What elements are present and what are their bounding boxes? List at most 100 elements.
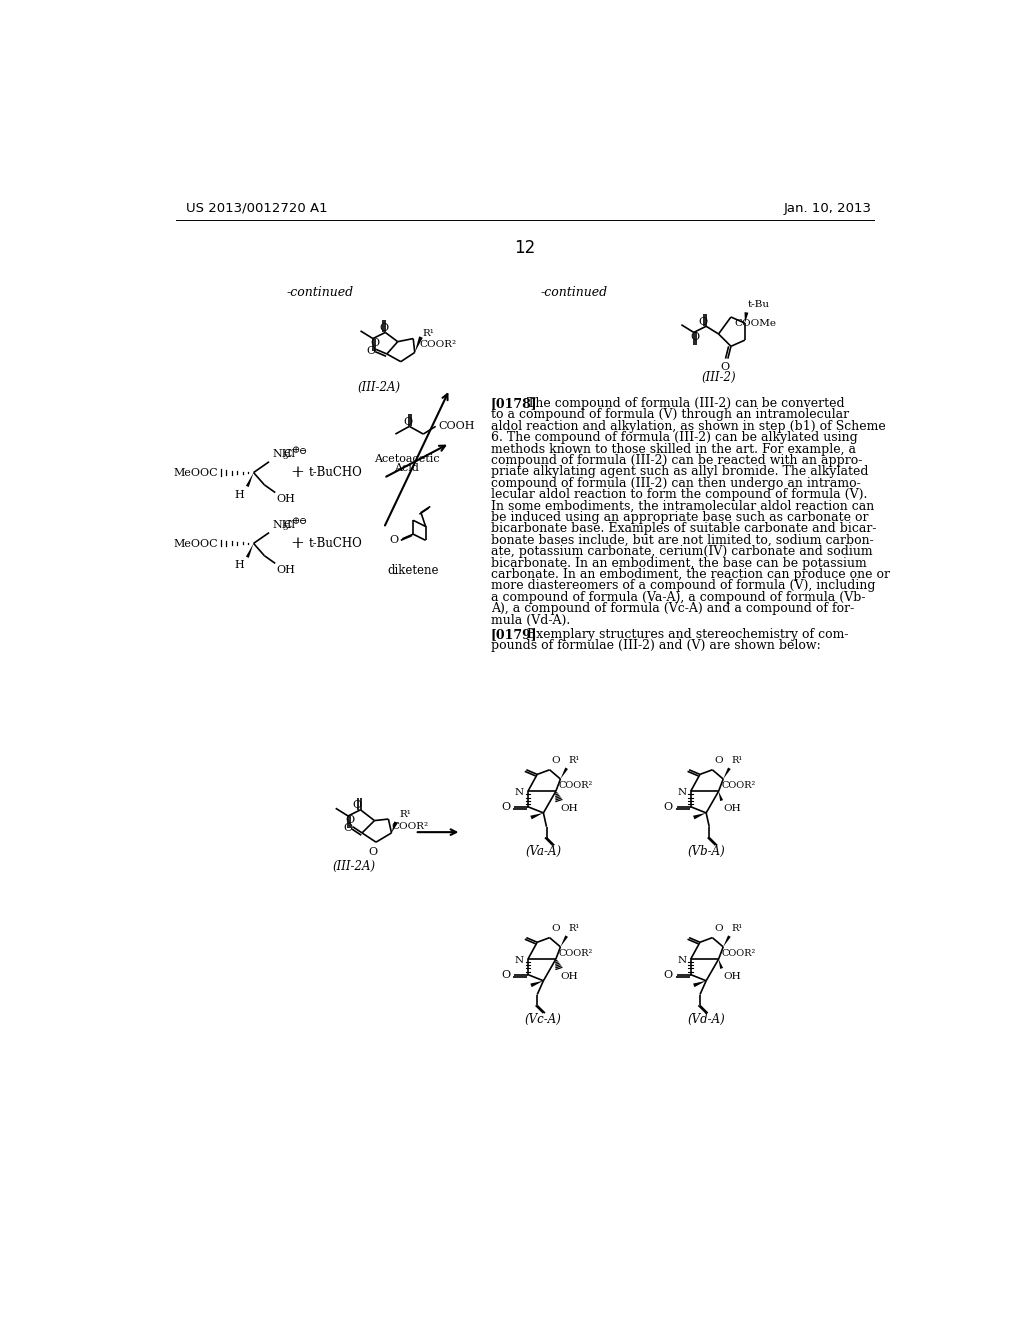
- Text: O: O: [353, 800, 361, 809]
- Text: t-Bu: t-Bu: [748, 300, 770, 309]
- Text: 3: 3: [283, 524, 288, 532]
- Text: compound of formula (III-2) can be reacted with an appro-: compound of formula (III-2) can be react…: [490, 454, 862, 467]
- Text: ⊖: ⊖: [299, 517, 306, 527]
- Text: aldol reaction and alkylation, as shown in step (b1) of Scheme: aldol reaction and alkylation, as shown …: [490, 420, 886, 433]
- Polygon shape: [246, 473, 254, 487]
- Text: (Vd-A): (Vd-A): [687, 1012, 725, 1026]
- Text: O: O: [698, 317, 708, 327]
- Text: be induced using an appropriate base such as carbonate or: be induced using an appropriate base suc…: [490, 511, 868, 524]
- Text: The compound of formula (III-2) can be converted: The compound of formula (III-2) can be c…: [523, 397, 845, 411]
- Text: O: O: [403, 417, 413, 428]
- Text: O: O: [369, 847, 378, 857]
- Polygon shape: [560, 936, 568, 946]
- Text: COOR²: COOR²: [559, 949, 593, 958]
- Text: 3: 3: [283, 453, 288, 461]
- Polygon shape: [246, 544, 254, 558]
- Text: R¹: R¹: [399, 810, 411, 818]
- Text: H: H: [234, 560, 245, 570]
- Text: COOR²: COOR²: [391, 822, 429, 832]
- Text: OH: OH: [560, 972, 579, 981]
- Text: Cl: Cl: [283, 520, 295, 531]
- Text: bicarbonate base. Examples of suitable carbonate and bicar-: bicarbonate base. Examples of suitable c…: [490, 523, 877, 536]
- Text: R¹: R¹: [731, 924, 742, 933]
- Text: O: O: [551, 924, 560, 933]
- Text: OH: OH: [560, 804, 579, 813]
- Polygon shape: [723, 936, 731, 946]
- Text: more diastereomers of a compound of formula (V), including: more diastereomers of a compound of form…: [490, 579, 876, 593]
- Text: 12: 12: [514, 239, 536, 256]
- Polygon shape: [415, 337, 423, 352]
- Text: R¹: R¹: [568, 756, 580, 766]
- Polygon shape: [693, 981, 707, 987]
- Text: O: O: [389, 535, 398, 545]
- Text: O: O: [720, 362, 729, 372]
- Text: lecular aldol reaction to form the compound of formula (V).: lecular aldol reaction to form the compo…: [490, 488, 867, 502]
- Text: Jan. 10, 2013: Jan. 10, 2013: [784, 202, 872, 215]
- Text: Acetoacetic: Acetoacetic: [374, 454, 440, 463]
- Text: -continued: -continued: [540, 286, 607, 298]
- Text: O: O: [714, 924, 723, 933]
- Text: OH: OH: [276, 494, 296, 504]
- Text: COOR²: COOR²: [420, 341, 457, 348]
- Text: OH: OH: [723, 804, 740, 813]
- Text: N: N: [678, 956, 687, 965]
- Text: A), a compound of formula (Vc-A) and a compound of for-: A), a compound of formula (Vc-A) and a c…: [490, 602, 854, 615]
- Text: O: O: [370, 338, 379, 348]
- Text: O: O: [691, 331, 699, 342]
- Text: NH: NH: [272, 450, 292, 459]
- Text: COOMe: COOMe: [734, 318, 776, 327]
- Text: t-BuCHO: t-BuCHO: [309, 537, 362, 550]
- Text: COOR²: COOR²: [722, 781, 756, 789]
- Text: ate, potassium carbonate, cerium(IV) carbonate and sodium: ate, potassium carbonate, cerium(IV) car…: [490, 545, 872, 558]
- Text: a compound of formula (Va-A), a compound of formula (Vb-: a compound of formula (Va-A), a compound…: [490, 591, 865, 603]
- Text: O: O: [664, 801, 673, 812]
- Text: O: O: [714, 756, 723, 766]
- Text: R¹: R¹: [423, 330, 434, 338]
- Text: to a compound of formula (V) through an intramolecular: to a compound of formula (V) through an …: [490, 408, 849, 421]
- Polygon shape: [719, 960, 723, 969]
- Polygon shape: [560, 767, 568, 779]
- Text: (Vb-A): (Vb-A): [687, 845, 725, 858]
- Text: OH: OH: [723, 972, 740, 981]
- Text: diketene: diketene: [387, 564, 439, 577]
- Text: priate alkylating agent such as allyl bromide. The alkylated: priate alkylating agent such as allyl br…: [490, 466, 868, 478]
- Text: Acid: Acid: [394, 463, 420, 473]
- Text: bonate bases include, but are not limited to, sodium carbon-: bonate bases include, but are not limite…: [490, 533, 873, 546]
- Text: COOR²: COOR²: [559, 781, 593, 789]
- Text: [0179]: [0179]: [490, 628, 538, 642]
- Text: mula (Vd-A).: mula (Vd-A).: [490, 614, 570, 627]
- Polygon shape: [693, 813, 707, 820]
- Text: (Vc-A): (Vc-A): [525, 1012, 562, 1026]
- Text: R¹: R¹: [568, 924, 580, 933]
- Text: (Va-A): (Va-A): [525, 845, 561, 858]
- Text: N: N: [515, 956, 524, 965]
- Text: Exemplary structures and stereochemistry of com-: Exemplary structures and stereochemistry…: [523, 628, 849, 642]
- Polygon shape: [719, 792, 723, 801]
- Text: 6. The compound of formula (III-2) can be alkylated using: 6. The compound of formula (III-2) can b…: [490, 432, 857, 445]
- Text: R¹: R¹: [731, 756, 742, 766]
- Text: N: N: [678, 788, 687, 797]
- Text: pounds of formulae (III-2) and (V) are shown below:: pounds of formulae (III-2) and (V) are s…: [490, 639, 820, 652]
- Text: COOH: COOH: [438, 421, 475, 432]
- Polygon shape: [530, 813, 544, 820]
- Text: O: O: [343, 824, 352, 833]
- Text: (III-2): (III-2): [701, 371, 736, 384]
- Text: O: O: [367, 346, 376, 356]
- Text: O: O: [501, 801, 510, 812]
- Polygon shape: [391, 821, 398, 833]
- Text: +: +: [290, 465, 304, 480]
- Text: O: O: [345, 816, 354, 825]
- Text: H: H: [234, 490, 245, 499]
- Text: Cl: Cl: [283, 450, 295, 459]
- Text: ⊖: ⊖: [299, 446, 306, 455]
- Text: MeOOC: MeOOC: [173, 469, 218, 478]
- Text: compound of formula (III-2) can then undergo an intramo-: compound of formula (III-2) can then und…: [490, 477, 860, 490]
- Text: NH: NH: [272, 520, 292, 531]
- Text: COOR²: COOR²: [722, 949, 756, 958]
- Polygon shape: [723, 767, 731, 779]
- Text: carbonate. In an embodiment, the reaction can produce one or: carbonate. In an embodiment, the reactio…: [490, 568, 890, 581]
- Text: (III-2A): (III-2A): [333, 861, 376, 874]
- Text: O: O: [379, 323, 388, 333]
- Text: [0178]: [0178]: [490, 397, 538, 411]
- Text: t-BuCHO: t-BuCHO: [309, 466, 362, 479]
